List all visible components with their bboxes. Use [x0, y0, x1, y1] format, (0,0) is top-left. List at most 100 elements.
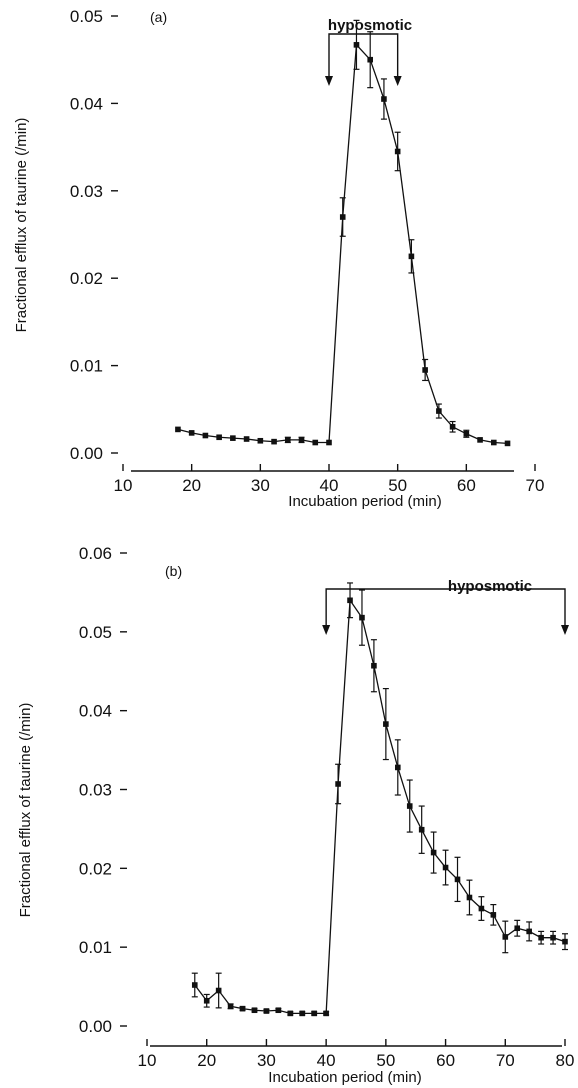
panel-a-plot-area: 10 20 30 40 50 60 70 0.00 0.01 0.02 0.03 0.04 0.05 — [70, 7, 545, 495]
panel-a-data-point — [504, 440, 511, 447]
panel-a-data-point — [381, 96, 387, 102]
panel-b-data-point — [191, 982, 198, 988]
panel-b-data-point — [299, 1010, 306, 1017]
panel-b-y-axis-title: Fractional efflux of taurine (/min) — [17, 703, 34, 918]
panel-a-x-tick-label: 20 — [182, 476, 201, 495]
panel-b-data-point — [478, 905, 485, 912]
panel-a-data-point — [339, 214, 346, 220]
panel-b-data-point — [430, 849, 437, 856]
panel-b-y-tick-label: 0.06 — [79, 544, 112, 563]
panel-b-hyposmotic-arrow-end — [561, 625, 569, 635]
panel-a-x-tick-label: 30 — [251, 476, 270, 495]
panel-b-data-point — [359, 614, 365, 621]
panel-b-data-point — [538, 934, 544, 941]
panel-b-y-tick-label: 0.01 — [79, 938, 112, 957]
panel-a-data-point — [230, 435, 236, 441]
panel-b-x-tick-label: 60 — [436, 1051, 455, 1070]
panel-a-data-point — [257, 437, 264, 444]
panel-b-series-line — [194, 598, 566, 1015]
panel-b-y-tick-label: 0.04 — [79, 702, 112, 721]
panel-a: (a) hyposmotic Incubation period (min) F… — [13, 7, 544, 510]
panel-a-data-point — [312, 439, 319, 446]
panel-b-x-tick-label: 80 — [556, 1051, 575, 1070]
panel-b-data-point — [287, 1010, 294, 1017]
panel-a-data-point — [436, 408, 442, 414]
panel-a-data-point — [298, 437, 305, 443]
panel-a-hyposmotic-arrow-end — [393, 76, 402, 86]
panel-b-y-tick-label: 0.03 — [79, 781, 112, 800]
panel-a-label: (a) — [150, 9, 167, 25]
panel-b-data-point — [406, 803, 413, 809]
panel-b-data-point — [251, 1007, 258, 1014]
panel-b-x-tick-label: 10 — [138, 1051, 157, 1070]
panel-b-y-tick-label: 0.02 — [79, 859, 112, 878]
panel-b-data-point — [311, 1010, 317, 1017]
panel-b-data-point — [203, 997, 210, 1004]
panel-b-x-tick-label: 50 — [376, 1051, 395, 1070]
panel-a-data-point — [491, 439, 497, 446]
panel-b-data-point — [239, 1005, 246, 1012]
panel-a-data-point — [367, 56, 373, 63]
panel-a-data-point — [449, 423, 456, 430]
panel-b-data-point — [466, 894, 473, 901]
panel-a-y-tick-label: 0.00 — [70, 444, 103, 463]
panel-a-data-point — [243, 436, 250, 442]
panel-b-hyposmotic-bracket — [325, 588, 566, 627]
panel-b-data-point — [215, 987, 222, 994]
panel-a-data-point — [394, 148, 401, 155]
panel-a-hyposmotic-bracket — [328, 33, 399, 78]
panel-a-x-tick-label: 40 — [320, 476, 339, 495]
panel-b-data-point — [526, 928, 532, 935]
panel-b-data-point — [550, 934, 556, 941]
panel-a-data-point — [216, 434, 222, 441]
panel-a-series-line — [177, 43, 508, 445]
panel-b-data-point — [347, 597, 353, 604]
panel-b-data-point — [275, 1007, 282, 1014]
panel-b-hyposmotic-arrow-start — [322, 625, 331, 635]
panel-a-y-tick-label: 0.04 — [70, 94, 103, 113]
panel-a-data-point — [202, 432, 209, 439]
panel-b-y-tick-label: 0.00 — [79, 1017, 112, 1036]
panel-a-x-tick-label: 70 — [526, 476, 545, 495]
panel-b-data-point — [323, 1010, 329, 1017]
panel-b-data-point — [514, 925, 521, 932]
panel-b-label: (b) — [165, 563, 182, 579]
panel-a-y-tick-label: 0.01 — [70, 357, 103, 376]
panel-b-data-point — [454, 876, 461, 883]
panel-b-data-point — [395, 764, 401, 771]
panel-b-data-point — [371, 662, 377, 669]
panel-a-data-point — [477, 437, 483, 443]
panel-b-data-point — [383, 721, 389, 727]
panel-a-data-point — [353, 42, 360, 48]
panel-a-y-tick-label: 0.03 — [70, 182, 103, 201]
panel-b-x-tick-label: 70 — [496, 1051, 515, 1070]
panel-a-data-point — [188, 430, 195, 436]
panel-b-x-tick-label: 20 — [197, 1051, 216, 1070]
panel-a-data-point — [271, 438, 277, 445]
panel-a-data-point — [326, 439, 332, 446]
panel-b-data-point — [263, 1008, 270, 1014]
panel-b-data-point — [562, 938, 568, 945]
panel-b-data-point — [502, 934, 509, 940]
panel-b-x-axis-title: Incubation period (min) — [268, 1069, 421, 1086]
panel-a-x-tick-label: 50 — [388, 476, 407, 495]
panel-a-hyposmotic-arrow-start — [325, 76, 333, 86]
panel-b-data-point — [418, 826, 425, 833]
panel-a-data-point — [422, 367, 428, 373]
panel-b-x-tick-label: 40 — [317, 1051, 336, 1070]
panel-a-data-point — [463, 430, 470, 437]
panel-b-x-tick-label: 30 — [257, 1051, 276, 1070]
panel-b-data-point — [490, 912, 497, 918]
panel-a-x-tick-label: 60 — [457, 476, 476, 495]
panel-a-y-tick-label: 0.02 — [70, 269, 103, 288]
panel-a-data-point — [175, 426, 181, 433]
panel-b-data-point — [227, 1003, 234, 1010]
panel-b: (b) hyposmotic Incubation period (min) F… — [17, 544, 574, 1086]
panel-b-hyposmotic-label: hyposmotic — [448, 578, 532, 595]
panel-a-hyposmotic-label: hyposmotic — [328, 17, 412, 34]
panel-a-x-tick-label: 10 — [114, 476, 133, 495]
panel-a-y-axis-title: Fractional efflux of taurine (/min) — [13, 118, 30, 333]
panel-b-plot-area: 10 20 30 40 50 60 70 80 0.00 0.01 0.02 0.03 0.04 0.05… — [79, 544, 575, 1070]
panel-b-data-point — [335, 781, 341, 787]
